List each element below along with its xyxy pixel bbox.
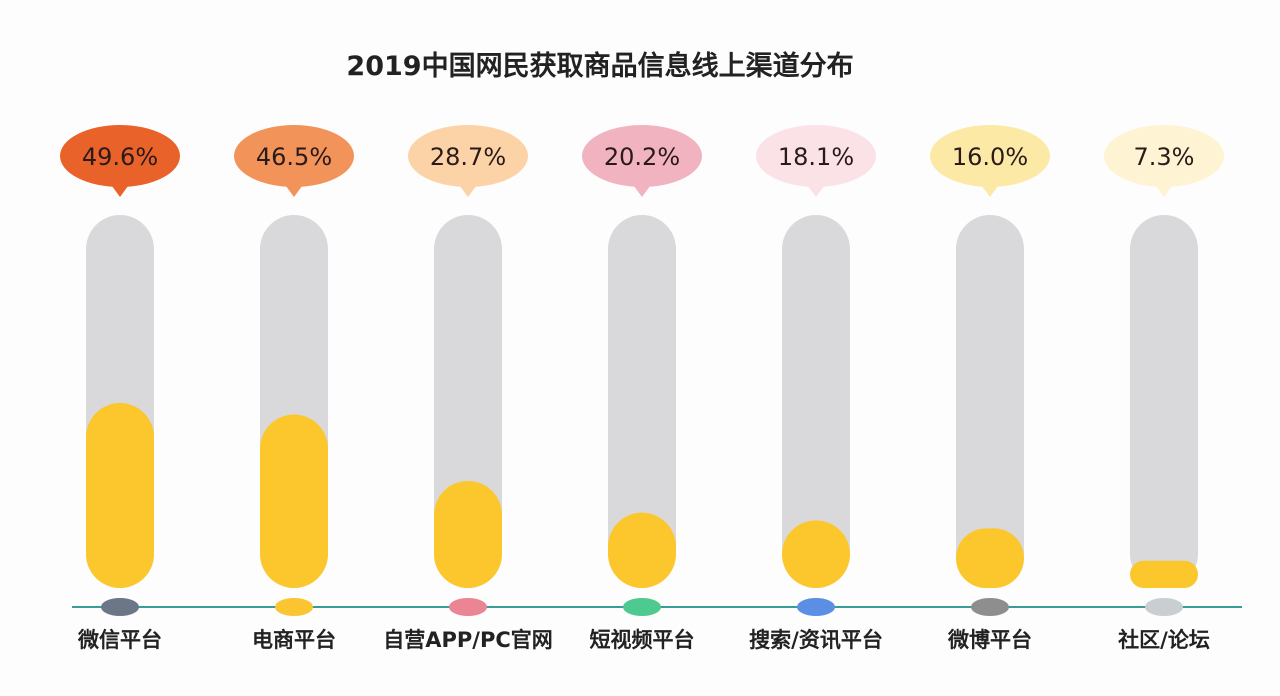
chart-title: 2019中国网民获取商品信息线上渠道分布 — [346, 51, 854, 82]
category-label: 微博平台 — [948, 628, 1032, 652]
value-bubble — [930, 125, 1050, 187]
axis-marker — [623, 598, 661, 616]
value-bubble — [60, 125, 180, 187]
data-label: 28.7% — [430, 143, 506, 171]
bar — [86, 402, 154, 588]
bar — [1130, 560, 1198, 588]
data-label: 20.2% — [604, 143, 680, 171]
bar-track — [782, 215, 850, 588]
axis-marker — [101, 598, 139, 616]
data-label: 46.5% — [256, 143, 332, 171]
category-label: 搜索/资讯平台 — [749, 628, 883, 652]
bar-track — [956, 215, 1024, 588]
bar — [608, 512, 676, 588]
value-bubble — [756, 125, 876, 187]
category-label: 短视频平台 — [589, 628, 695, 652]
axis-marker — [449, 598, 487, 616]
bar-track — [1130, 215, 1198, 588]
data-label: 16.0% — [952, 143, 1028, 171]
axis-marker — [971, 598, 1009, 616]
bar — [782, 520, 850, 588]
bar — [434, 480, 502, 588]
data-label: 7.3% — [1134, 143, 1195, 171]
bar — [260, 414, 328, 588]
bar — [956, 528, 1024, 588]
category-label: 社区/论坛 — [1118, 628, 1210, 652]
value-bubble — [1104, 125, 1224, 187]
data-label: 49.6% — [82, 143, 158, 171]
category-label: 电商平台 — [252, 628, 336, 652]
data-label: 18.1% — [778, 143, 854, 171]
axis-marker — [797, 598, 835, 616]
category-label: 自营APP/PC官网 — [383, 628, 553, 652]
value-bubble — [582, 125, 702, 187]
axis-marker — [275, 598, 313, 616]
category-label: 微信平台 — [78, 628, 162, 652]
bar-track — [608, 215, 676, 588]
value-bubble — [234, 125, 354, 187]
axis-marker — [1145, 598, 1183, 616]
value-bubble — [408, 125, 528, 187]
